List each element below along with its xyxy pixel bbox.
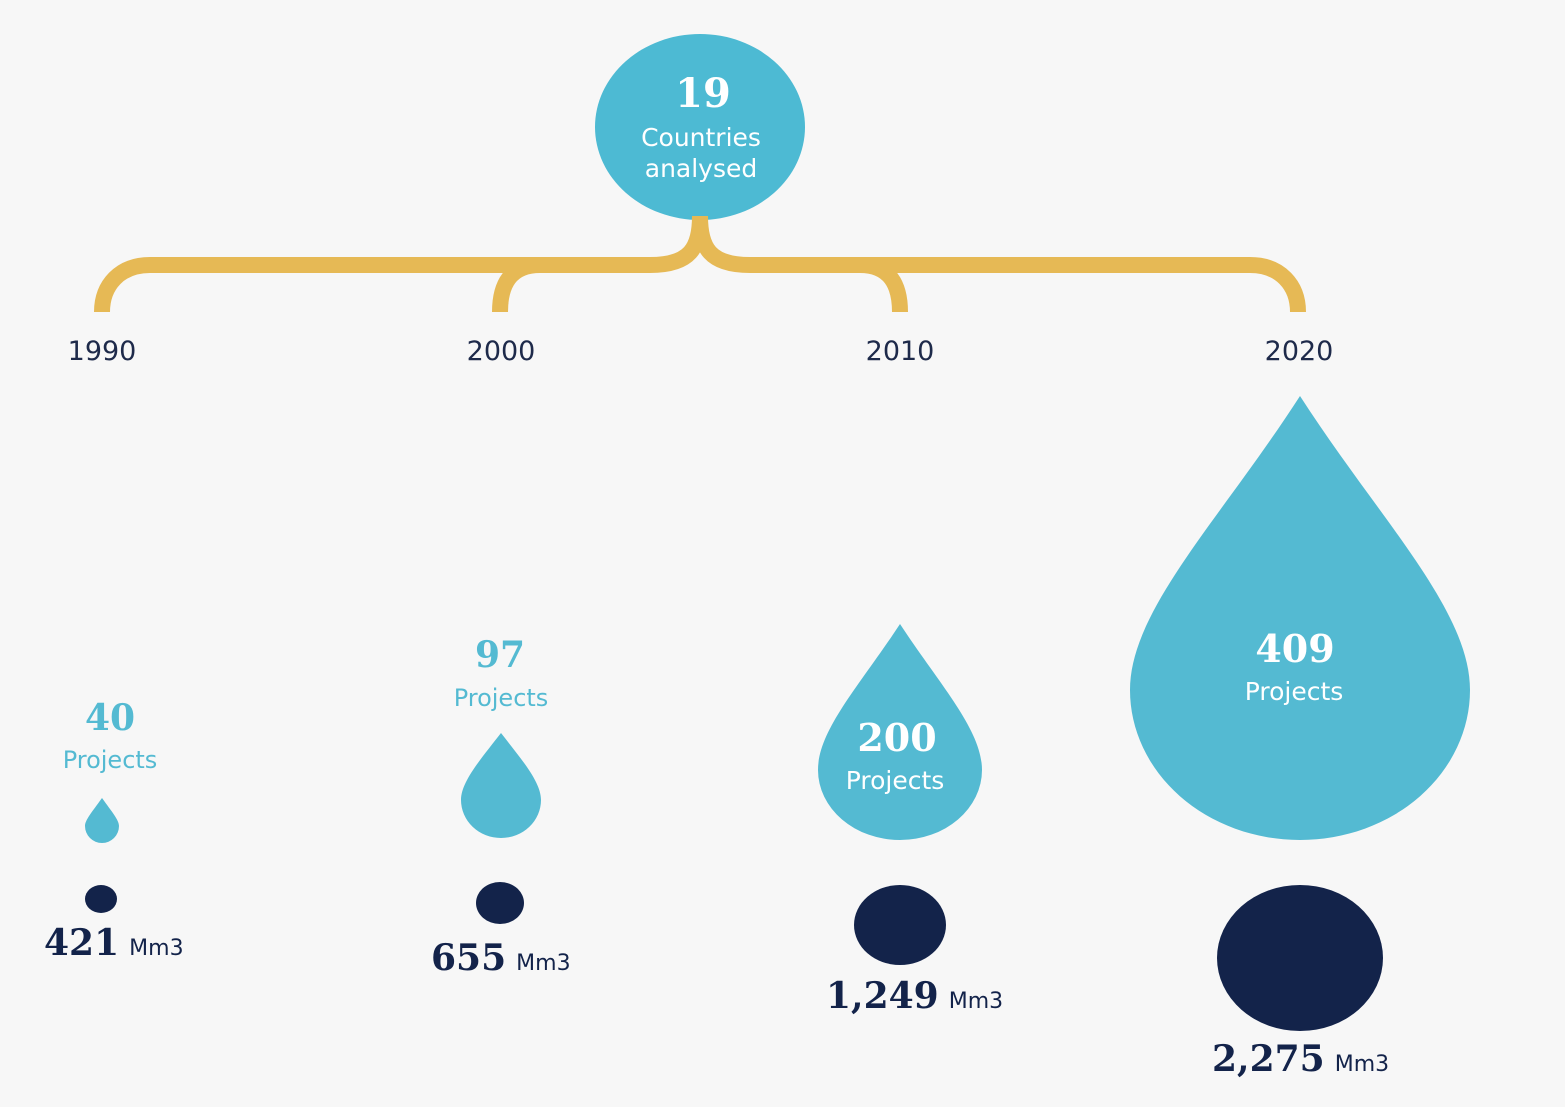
countries-count: 19 — [675, 70, 731, 117]
drop-2000 — [461, 733, 541, 838]
volume-unit-1990: Mm3 — [129, 936, 183, 961]
year-label-2010: 2010 — [866, 336, 935, 367]
projects-count-2010: 200 — [857, 715, 936, 760]
volume-circle-2000 — [476, 882, 524, 924]
countries-circle — [595, 34, 805, 220]
year-label-2000: 2000 — [467, 336, 536, 367]
year-label-2020: 2020 — [1265, 336, 1334, 367]
drop-2010 — [818, 624, 982, 840]
volume-text-2020: 2,275 Mm3 — [1212, 1038, 1389, 1080]
projects-count-2000: 97 — [475, 634, 525, 676]
projects-count-2020: 409 — [1255, 626, 1334, 671]
countries-label-line2: analysed — [645, 154, 758, 183]
volume-text-2010: 1,249 Mm3 — [826, 975, 1003, 1017]
volume-text-2000: 655 Mm3 — [431, 937, 571, 979]
volume-value-2000: 655 — [431, 937, 506, 979]
timeline-bracket — [94, 215, 1306, 313]
volume-unit-2020: Mm3 — [1335, 1052, 1389, 1077]
projects-label-2020: Projects — [1245, 677, 1344, 706]
drop-2020 — [1130, 396, 1470, 840]
year-label-1990: 1990 — [68, 336, 137, 367]
volume-unit-2000: Mm3 — [516, 951, 570, 976]
countries-label-line1: Countries — [641, 123, 761, 152]
projects-count-1990: 40 — [85, 697, 135, 739]
volume-text-1990: 421 Mm3 — [44, 922, 184, 964]
volume-circle-2010 — [854, 885, 946, 965]
projects-label-2010: Projects — [846, 766, 945, 795]
volume-value-1990: 421 — [44, 922, 119, 964]
drop-1990 — [85, 798, 119, 843]
volume-unit-2010: Mm3 — [949, 989, 1003, 1014]
volume-value-2020: 2,275 — [1212, 1038, 1325, 1080]
projects-label-1990: Projects — [63, 746, 158, 774]
projects-label-2000: Projects — [454, 684, 549, 712]
volume-circle-2020 — [1217, 885, 1383, 1031]
volume-circle-1990 — [85, 885, 117, 913]
volume-value-2010: 1,249 — [826, 975, 939, 1017]
